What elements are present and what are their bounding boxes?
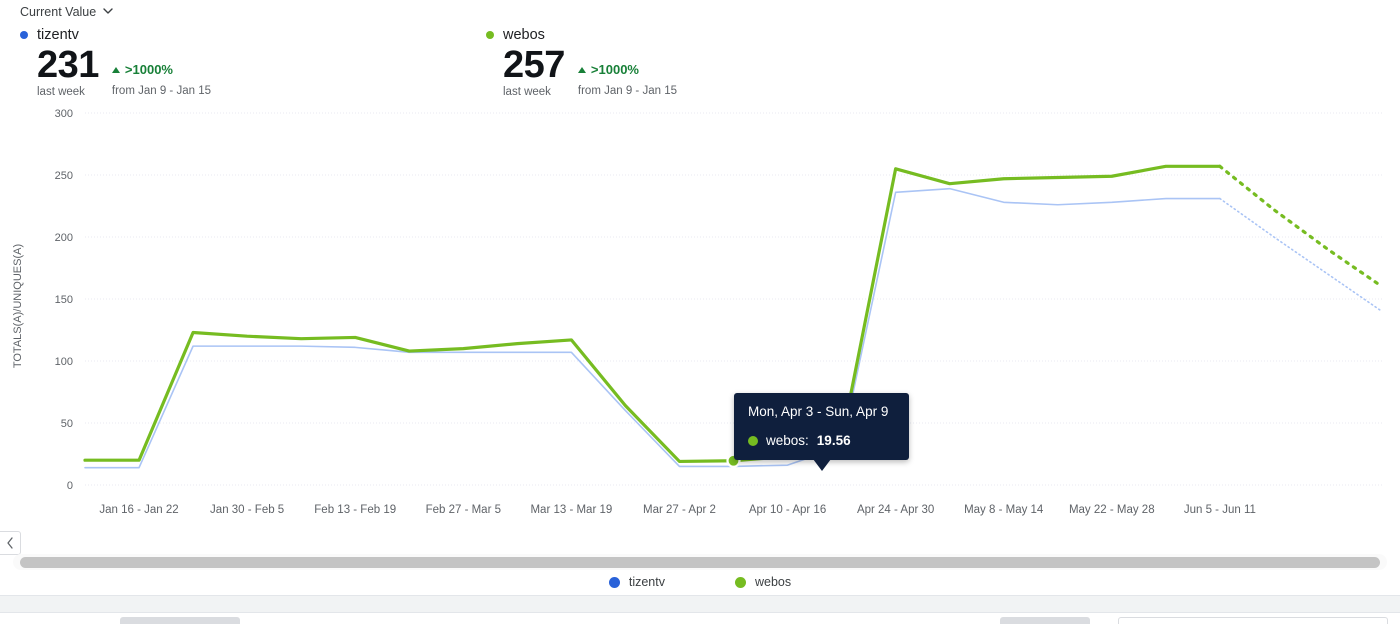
legend-label-webos: webos <box>755 575 792 589</box>
y-tick-label: 250 <box>55 170 73 182</box>
x-tick-label: Jan 30 - Feb 5 <box>210 504 284 516</box>
y-tick-label: 100 <box>55 356 73 368</box>
partial-input-right[interactable] <box>1118 617 1388 624</box>
series-projection-tizentv <box>1219 197 1383 313</box>
y-tick-label: 150 <box>55 294 73 306</box>
kpi-webos-compare: from Jan 9 - Jan 15 <box>577 85 677 97</box>
kpi-tizentv: tizentv 231 last week >1000% from Jan 9 … <box>20 27 486 98</box>
tooltip-pointer <box>812 459 831 471</box>
kpi-tizentv-name: tizentv <box>37 27 79 43</box>
x-tick-label: May 8 - May 14 <box>964 504 1044 516</box>
x-tick-label: May 22 - May 28 <box>1069 504 1155 516</box>
kpi-tizentv-compare: from Jan 9 - Jan 15 <box>111 85 211 97</box>
series-line-tizentv[interactable] <box>84 187 1221 469</box>
arrow-up-icon <box>111 66 120 73</box>
kpi-webos-delta-value: >1000% <box>590 62 639 77</box>
legend-dot-webos <box>735 576 746 588</box>
legend-dot-tizentv <box>608 576 620 588</box>
x-tick-label: Feb 27 - Mar 5 <box>426 504 501 516</box>
tooltip-series-dot <box>748 435 758 446</box>
kpi-tizentv-delta-value: >1000% <box>124 62 173 77</box>
tooltip-series-value: 19.56 <box>816 433 851 448</box>
horizontal-scrollbar-thumb[interactable] <box>20 557 1380 568</box>
x-tick-label: Jan 16 - Jan 22 <box>99 504 178 516</box>
kpi-tizentv-value: 231 <box>37 44 99 86</box>
x-tick-label: Jun 5 - Jun 11 <box>1184 504 1256 516</box>
collapse-left-button[interactable] <box>0 531 21 555</box>
x-tick-label: Apr 24 - Apr 30 <box>857 504 934 516</box>
y-tick-label: 0 <box>67 480 73 492</box>
tooltip-series-row: webos: 19.56 <box>748 433 895 448</box>
arrow-up-icon <box>577 66 586 73</box>
metric-selector[interactable]: Current Value <box>20 5 113 19</box>
kpi-webos-header: webos <box>486 27 952 43</box>
kpi-tizentv-header: tizentv <box>20 27 486 43</box>
partial-button-right[interactable] <box>1000 617 1090 624</box>
x-tick-label: Mar 27 - Apr 2 <box>643 504 716 516</box>
series-dot-webos <box>486 31 494 39</box>
x-tick-label: Feb 13 - Feb 19 <box>314 504 396 516</box>
kpi-tizentv-delta: >1000% <box>111 62 211 77</box>
series-dot-tizentv <box>20 31 28 39</box>
kpi-webos-value: 257 <box>503 44 565 86</box>
chart-card: Current Value tizentv 231 last week <box>0 5 1400 596</box>
y-tick-label: 50 <box>61 418 73 430</box>
legend-item-tizentv[interactable]: tizentv <box>608 575 665 589</box>
chevron-down-icon <box>103 6 113 16</box>
kpi-row: tizentv 231 last week >1000% from Jan 9 … <box>20 27 952 98</box>
kpi-webos-name: webos <box>503 27 545 43</box>
partial-button-left[interactable] <box>120 617 240 624</box>
y-axis-title: TOTALS(A)/UNIQUES(A) <box>12 243 24 369</box>
kpi-webos-delta: >1000% <box>577 62 677 77</box>
chart-legend: tizentv webos <box>0 570 1400 594</box>
series-line-webos[interactable] <box>83 164 1222 464</box>
chart-canvas[interactable]: 0 50 100 150 200 250 300 Jan 16 - Jan 22 Jan 30 … <box>0 105 1400 545</box>
legend-label-tizentv: tizentv <box>628 575 665 589</box>
tooltip-series-label: webos: <box>766 433 809 448</box>
series-projection-webos <box>1218 164 1384 289</box>
metric-selector-label: Current Value <box>20 5 97 19</box>
tooltip-title: Mon, Apr 3 - Sun, Apr 9 <box>748 404 889 419</box>
line-chart[interactable]: TOTALS(A)/UNIQUES(A) 0 50 100 150 200 250 300 J… <box>0 105 1400 545</box>
kpi-webos-period: last week <box>503 86 551 98</box>
chevron-left-icon <box>7 537 13 549</box>
x-tick-label: Apr 10 - Apr 16 <box>749 504 826 516</box>
chart-tooltip: Mon, Apr 3 - Sun, Apr 9 webos: 19.56 <box>734 393 909 471</box>
kpi-webos: webos 257 last week >1000% from Jan 9 - … <box>486 27 952 98</box>
kpi-tizentv-period: last week <box>37 86 85 98</box>
y-tick-label: 200 <box>55 232 73 244</box>
y-tick-label: 300 <box>55 108 73 120</box>
x-tick-label: Mar 13 - Mar 19 <box>530 504 612 516</box>
legend-item-webos[interactable]: webos <box>735 575 791 589</box>
